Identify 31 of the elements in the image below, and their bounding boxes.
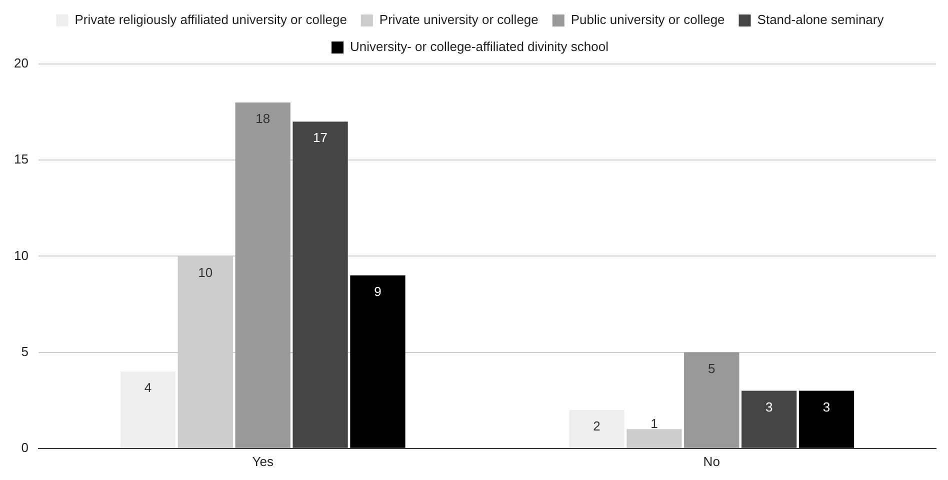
bar (569, 410, 624, 448)
y-tick-label: 5 (21, 344, 28, 359)
data-label: 9 (374, 284, 382, 299)
legend-label: Stand-alone seminary (757, 12, 884, 28)
data-label: 2 (593, 418, 600, 434)
data-label: 1 (650, 416, 658, 431)
legend-label: University- or college-affiliated divinity school (350, 39, 609, 54)
x-tick-label: No (703, 454, 720, 469)
data-label: 3 (822, 399, 830, 414)
y-tick-label: 15 (14, 152, 28, 167)
bar (626, 429, 682, 448)
legend-label: Public university or college (570, 12, 725, 28)
data-label: 5 (708, 360, 716, 376)
data-label: 10 (198, 264, 213, 280)
data-label: 3 (765, 399, 773, 414)
bar (684, 352, 740, 448)
legend-label: Private university or college (379, 12, 538, 28)
y-tick-label: 10 (14, 248, 28, 263)
x-tick-label: Yes (252, 454, 274, 469)
y-tick-label: 20 (14, 56, 28, 71)
data-label: 4 (144, 380, 152, 396)
legend-label: Private religiously affiliated university or college (74, 12, 347, 28)
bar (798, 390, 854, 448)
data-label: 17 (313, 130, 328, 146)
bar (120, 372, 176, 448)
data-label: 18 (256, 111, 270, 126)
bar (292, 122, 348, 448)
y-tick-label: 0 (21, 440, 28, 455)
bar (350, 275, 406, 448)
bar (741, 390, 797, 448)
bar (235, 102, 290, 448)
